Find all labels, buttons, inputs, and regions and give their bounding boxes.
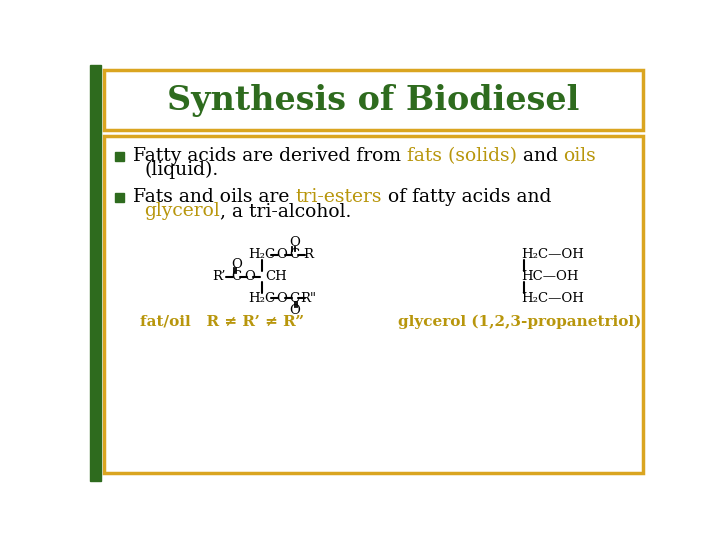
Text: H₂C: H₂C: [248, 248, 276, 261]
Text: glycerol (1,2,3-propanetriol): glycerol (1,2,3-propanetriol): [398, 315, 642, 329]
Text: oils: oils: [564, 147, 596, 165]
Text: fats (solids): fats (solids): [407, 147, 517, 165]
Text: glycerol: glycerol: [144, 202, 220, 220]
Text: (liquid).: (liquid).: [144, 161, 218, 179]
Text: and: and: [517, 147, 564, 165]
Text: CH: CH: [265, 270, 287, 283]
Text: tri-esters: tri-esters: [295, 188, 382, 206]
Text: O: O: [289, 236, 300, 249]
Text: C: C: [289, 248, 300, 261]
Text: H₂C—OH: H₂C—OH: [522, 292, 585, 305]
Bar: [114, 193, 124, 202]
Text: O: O: [231, 258, 242, 271]
Text: H₂C: H₂C: [248, 292, 276, 305]
Text: H₂C—OH: H₂C—OH: [522, 248, 585, 261]
Text: O: O: [244, 270, 255, 283]
Text: R": R": [300, 292, 317, 305]
Text: R’: R’: [212, 270, 225, 283]
Text: HC—OH: HC—OH: [522, 270, 579, 283]
Text: O: O: [276, 248, 287, 261]
Text: O: O: [276, 292, 287, 305]
Text: Fatty acids are derived from: Fatty acids are derived from: [132, 147, 407, 165]
Text: , a tri-alcohol.: , a tri-alcohol.: [220, 202, 351, 220]
Text: C: C: [289, 292, 300, 305]
Text: fat/oil   R ≠ R’ ≠ R”: fat/oil R ≠ R’ ≠ R”: [140, 315, 304, 329]
Bar: [90, 65, 101, 481]
Text: Synthesis of Biodiesel: Synthesis of Biodiesel: [168, 84, 580, 117]
Text: of fatty acids and: of fatty acids and: [382, 188, 551, 206]
FancyBboxPatch shape: [104, 136, 644, 473]
Text: Fats and oils are: Fats and oils are: [132, 188, 295, 206]
Text: C: C: [231, 270, 241, 283]
Text: O: O: [289, 304, 300, 317]
Text: R: R: [304, 248, 313, 261]
FancyBboxPatch shape: [104, 70, 644, 130]
Bar: [114, 152, 124, 161]
